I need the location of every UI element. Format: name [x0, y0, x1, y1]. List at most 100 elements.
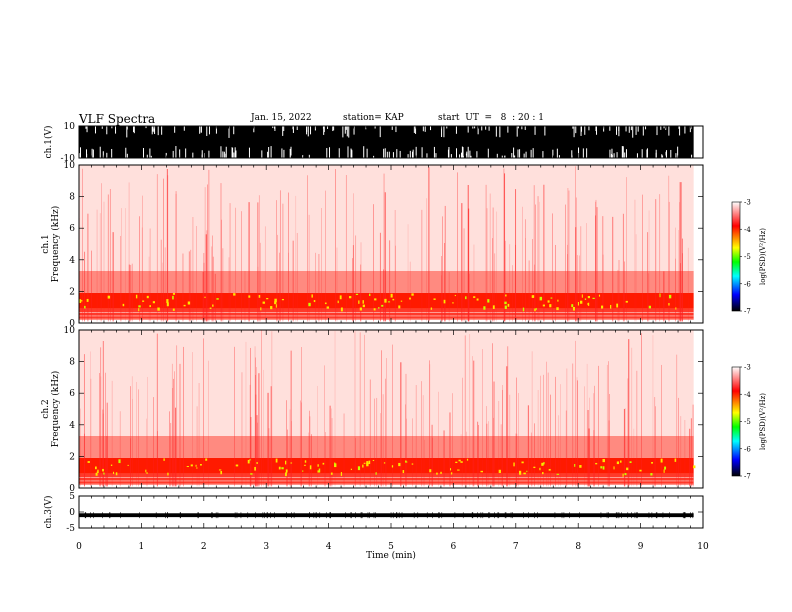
ch2-spec-hotspot — [629, 461, 632, 464]
ch1-spec-y-tick-label: 0 — [69, 319, 75, 329]
ch2-spec-hotspot — [362, 464, 364, 468]
ch2-spec-hotspot — [220, 471, 223, 475]
ch1-waveform-gap — [596, 126, 598, 135]
ch2-spec-y-tick-label: 6 — [69, 389, 75, 399]
ch1-spec-hotspot — [557, 299, 559, 302]
ch1-waveform-gap — [290, 146, 292, 158]
ch1-waveform-gap — [323, 126, 325, 135]
ch1-waveform-gap — [446, 126, 448, 129]
ch1-waveform-gap — [142, 147, 144, 158]
ch1-waveform-gap — [422, 126, 424, 132]
ch1-waveform-gap — [296, 126, 298, 131]
ch2-spec-hotspot — [543, 461, 545, 465]
ch1-waveform-gap — [223, 151, 225, 158]
ch2-spec-hotspot — [95, 472, 98, 476]
x-tick-label: 8 — [575, 542, 581, 552]
ch1-waveform-gap — [373, 155, 375, 158]
ch1-spec-hotspot — [260, 307, 262, 311]
ch2-spec-band-2 — [79, 435, 694, 458]
ch1-waveform-gap — [151, 126, 153, 135]
ch1-spec-hotspot — [584, 298, 587, 300]
ch1-waveform-gap — [616, 126, 618, 135]
ch2-spec-hotspot — [521, 461, 524, 464]
ch1-spec-hotspot — [270, 306, 273, 310]
ch1-waveform-gap — [161, 126, 163, 135]
ch1-waveform-gap — [525, 151, 527, 158]
ch1-waveform-gap — [421, 147, 423, 158]
ch1-waveform-gap — [571, 155, 573, 158]
ch1-waveform-gap — [441, 126, 443, 137]
ch1-waveform-gap — [663, 126, 665, 129]
ch1-waveform-gap — [345, 126, 347, 130]
ch2-spec-hotspot — [450, 472, 453, 475]
ch1-spec-y-tick-label: 10 — [64, 161, 76, 171]
ch1-waveform-gap — [677, 146, 679, 158]
ch2-spec-hotspot — [190, 464, 193, 467]
ch2-spec-band-0 — [79, 473, 694, 485]
x-tick-label: 10 — [697, 542, 709, 552]
ch2-spec-hotspot — [455, 461, 458, 464]
ch1-waveform-gap — [641, 149, 643, 158]
ch1-waveform-gap — [415, 126, 417, 134]
ch1-waveform-gap — [530, 149, 532, 158]
ch1-colorbar-tick-label: -7 — [744, 308, 751, 316]
ch1-spec-hotspot — [381, 304, 384, 307]
ch1-spec-hotspot — [146, 295, 149, 299]
ch1-waveform-gap — [679, 126, 681, 136]
ch1-waveform-gap — [391, 126, 393, 130]
ch2-spec-hotspot — [458, 459, 461, 462]
ch1-waveform-gap — [613, 153, 615, 158]
ch2-spec-hotspot — [600, 466, 603, 469]
ch1-waveform-gap — [435, 153, 437, 158]
ch1-spec-hotspot — [135, 294, 138, 299]
ch1-spec-hotspot — [542, 304, 545, 307]
ch1-waveform-gap — [215, 126, 217, 134]
ch1-waveform-gap — [433, 146, 435, 158]
ch1-colorbar — [731, 201, 741, 312]
ch1-spec-hotspot — [308, 302, 311, 307]
ch2-spec-ylabel: Frequency (kHz) — [50, 371, 61, 448]
ch1-waveform-gap — [232, 147, 234, 158]
ch1-spec-hotspot — [274, 301, 277, 305]
ch1-waveform-gap — [656, 126, 658, 136]
ch1-waveform-gap — [366, 148, 368, 158]
ch2-spec-hotspot — [613, 466, 615, 470]
ch1-waveform-gap — [91, 148, 93, 158]
ch1-spec-hotspot — [149, 305, 151, 308]
ch1-waveform-gap — [253, 126, 255, 133]
ch1-colorbar-label: log(PSD)(V²/Hz) — [759, 228, 767, 285]
ch1-waveform-gap — [281, 148, 283, 158]
ch1-waveform-gap — [289, 148, 291, 158]
ch1-waveform-gap — [175, 146, 177, 158]
ch2-spec-hotspot — [334, 462, 336, 467]
ch1-colorbar-tick-label: -4 — [744, 226, 751, 234]
x-tick-label: 4 — [326, 542, 332, 552]
ch2-colorbar-tick-label: -7 — [744, 473, 751, 481]
ch1-waveform-gap — [670, 149, 672, 158]
ch1-colorbar-tick-label: -3 — [744, 199, 751, 207]
ch1-waveform-gap — [511, 153, 513, 158]
ch1-waveform-gap — [248, 147, 250, 158]
ch2-spec-y-tick-label: 8 — [69, 358, 75, 368]
ch2-spec-hotspot — [330, 472, 333, 475]
ch2-spec-hotspot — [317, 470, 320, 473]
ch1-waveform-gap — [292, 126, 294, 133]
ch1-waveform-gap — [314, 126, 316, 131]
ch2-spec-hotspot — [398, 462, 401, 467]
ch2-spec-hotspot — [256, 462, 258, 464]
ch2-spec-hotspot — [284, 460, 287, 465]
ch1-waveform-gap — [415, 146, 417, 158]
ch1-waveform-gap — [443, 126, 445, 138]
ch1-spec-hotspot — [504, 305, 507, 309]
ch1-waveform-gap — [388, 151, 390, 158]
ch2-spec-hotspot — [460, 461, 463, 463]
ch1-waveform-gap — [185, 148, 187, 158]
ch1-waveform-gap — [149, 148, 151, 158]
ch1-waveform-gap — [516, 126, 518, 137]
ch1-spec-hotspot — [369, 293, 371, 297]
ch2-spec-hotspot — [163, 458, 165, 461]
ch1-waveform-gap — [481, 126, 483, 131]
ch1-waveform-gap — [461, 146, 463, 158]
ch1-waveform-gap — [534, 126, 536, 135]
ch2-spec-hotspot — [660, 458, 663, 463]
